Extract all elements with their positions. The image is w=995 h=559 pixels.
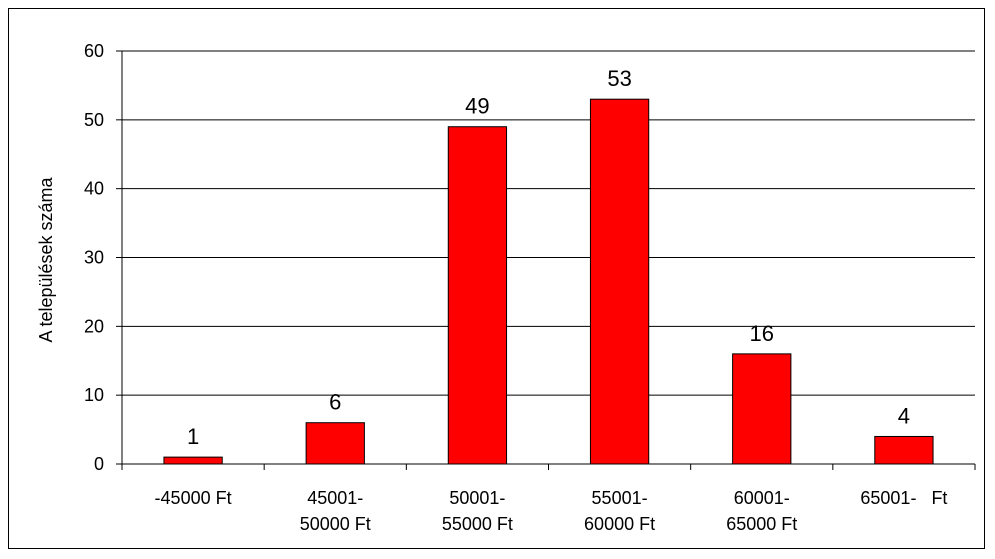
bar <box>874 435 934 465</box>
y-axis-label: A települések száma <box>36 176 56 342</box>
x-tick-label: 65001- Ft <box>860 488 947 508</box>
x-tick-label: 45001-50000 Ft <box>300 488 371 534</box>
y-tick-label: 50 <box>84 110 104 130</box>
data-label: 4 <box>898 403 910 428</box>
y-tick-label: 40 <box>84 179 104 199</box>
x-tick-label: 60001-65000 Ft <box>726 488 797 534</box>
data-label: 1 <box>187 424 199 449</box>
y-tick-label: 60 <box>84 41 104 61</box>
x-tick-label: 55001-60000 Ft <box>584 488 655 534</box>
bar <box>163 456 223 465</box>
bar <box>305 422 365 465</box>
data-label: 53 <box>607 66 631 91</box>
bars <box>163 98 934 465</box>
y-tick-label: 10 <box>84 385 104 405</box>
y-tick-label: 20 <box>84 316 104 336</box>
axes <box>116 50 976 470</box>
data-label: 16 <box>750 321 774 346</box>
gridlines <box>122 50 975 396</box>
x-tick-labels: -45000 Ft 45001-50000 Ft 50001-55000 Ft 550… <box>155 488 948 534</box>
x-tick-label: -45000 Ft <box>155 488 232 508</box>
bar <box>447 126 508 465</box>
y-tick-label: 30 <box>84 248 104 268</box>
y-tick-label: 0 <box>94 454 104 474</box>
bar <box>732 353 792 465</box>
x-tick-label: 50001-55000 Ft <box>442 488 513 534</box>
data-label: 6 <box>329 390 341 415</box>
y-tick-labels: 0 10 20 30 40 50 60 <box>84 41 104 474</box>
bar <box>589 98 650 465</box>
data-label: 49 <box>465 94 489 119</box>
